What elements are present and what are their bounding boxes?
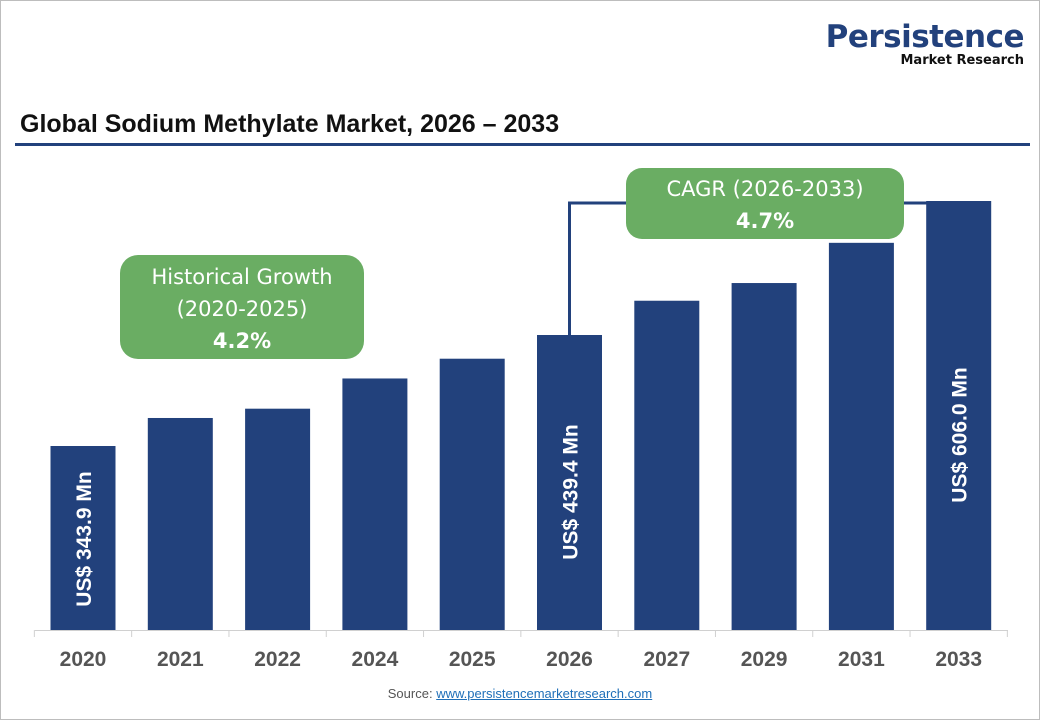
x-tick-label: 2025: [449, 648, 496, 671]
bar-2031: [828, 242, 894, 631]
title-rule: [15, 143, 1030, 146]
data-label-2020: US$ 343.9 Mn: [73, 471, 96, 606]
x-tick-label: 2024: [352, 648, 399, 671]
bar-2033: [926, 201, 992, 630]
historical-growth-value: 4.2%: [213, 329, 271, 353]
cagr-value: 4.7%: [736, 209, 794, 233]
x-tick-label: 2031: [838, 648, 885, 671]
chart-title: Global Sodium Methylate Market, 2026 – 2…: [20, 110, 560, 138]
bar-2025: [439, 358, 505, 630]
bar-2026: [537, 335, 602, 630]
x-tick-label: 2021: [157, 648, 204, 671]
logo-line2: Market Research: [900, 53, 1025, 68]
cagr-callout: [626, 168, 904, 239]
bar-2027: [634, 300, 700, 630]
x-tick-label: 2033: [935, 648, 982, 671]
historical-growth-title: Historical Growth: [151, 265, 332, 289]
logo: Persistence Market Research: [825, 19, 1025, 68]
source-link[interactable]: www.persistencemarketresearch.com: [436, 686, 653, 701]
source-note: Source: www.persistencemarketresearch.co…: [0, 686, 1040, 701]
logo-line1: Persistence: [825, 19, 1025, 55]
historical-growth-callout: [120, 255, 364, 359]
bar-2029: [731, 283, 797, 630]
bar-2021: [147, 417, 213, 630]
x-tick-label: 2022: [254, 648, 301, 671]
data-label-2026: US$ 439.4 Mn: [560, 424, 583, 559]
data-label-2033: US$ 606.0 Mn: [949, 367, 972, 502]
bar-2022: [245, 408, 311, 630]
x-tick-label: 2026: [546, 648, 593, 671]
x-tick-label: 2027: [643, 648, 690, 671]
x-tick-label: 2029: [741, 648, 788, 671]
bar-2020: [50, 446, 116, 630]
source-label: Source:: [387, 686, 437, 701]
historical-growth-period: (2020-2025): [177, 297, 308, 321]
cagr-title: CAGR (2026-2033): [666, 177, 863, 201]
x-tick-label: 2020: [60, 648, 107, 671]
bar-2024: [342, 378, 408, 630]
